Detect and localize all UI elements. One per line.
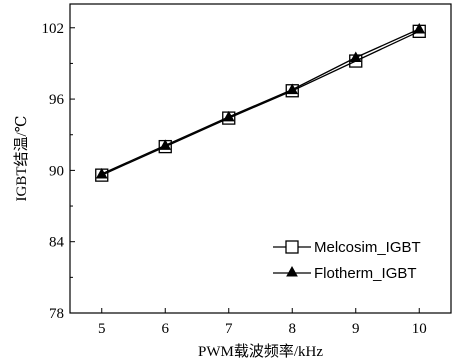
y-tick-label: 96 xyxy=(49,92,65,108)
legend-label-flotherm: Flotherm_IGBT xyxy=(314,265,417,282)
y-tick-label: 90 xyxy=(49,163,64,179)
y-axis-title: IGBT结温/℃ xyxy=(13,116,30,202)
x-axis-title: PWM载波频率/kHz xyxy=(198,343,323,360)
x-tick-label: 5 xyxy=(98,321,106,337)
y-tick-label: 78 xyxy=(49,306,64,322)
legend-marker-open-square xyxy=(285,240,299,254)
data-point-flotherm xyxy=(95,167,108,179)
y-tick-label: 102 xyxy=(42,21,65,37)
plot-frame xyxy=(69,3,452,314)
series-line-flotherm xyxy=(101,28,420,175)
legend-marker-filled-triangle xyxy=(286,265,298,277)
data-point-flotherm xyxy=(159,139,172,150)
legend: Melcosim_IGBT Flotherm_IGBT xyxy=(273,239,421,282)
legend-label-melcosim: Melcosim_IGBT xyxy=(314,239,421,256)
data-point-flotherm xyxy=(413,22,426,34)
legend-item-flotherm: Flotherm_IGBT xyxy=(273,265,417,282)
x-tick-label: 10 xyxy=(412,321,427,337)
data-point-flotherm xyxy=(222,110,235,122)
y-tick-label: 84 xyxy=(49,235,65,251)
x-tick-label: 6 xyxy=(162,321,170,337)
data-point-flotherm xyxy=(349,51,362,62)
data-point-flotherm xyxy=(286,83,299,95)
series-line-melcosim xyxy=(101,30,420,176)
x-tick-label: 7 xyxy=(225,321,233,337)
legend-item-melcosim: Melcosim_IGBT xyxy=(273,239,421,256)
x-tick-label: 8 xyxy=(289,321,297,337)
x-tick-label: 9 xyxy=(352,321,360,337)
